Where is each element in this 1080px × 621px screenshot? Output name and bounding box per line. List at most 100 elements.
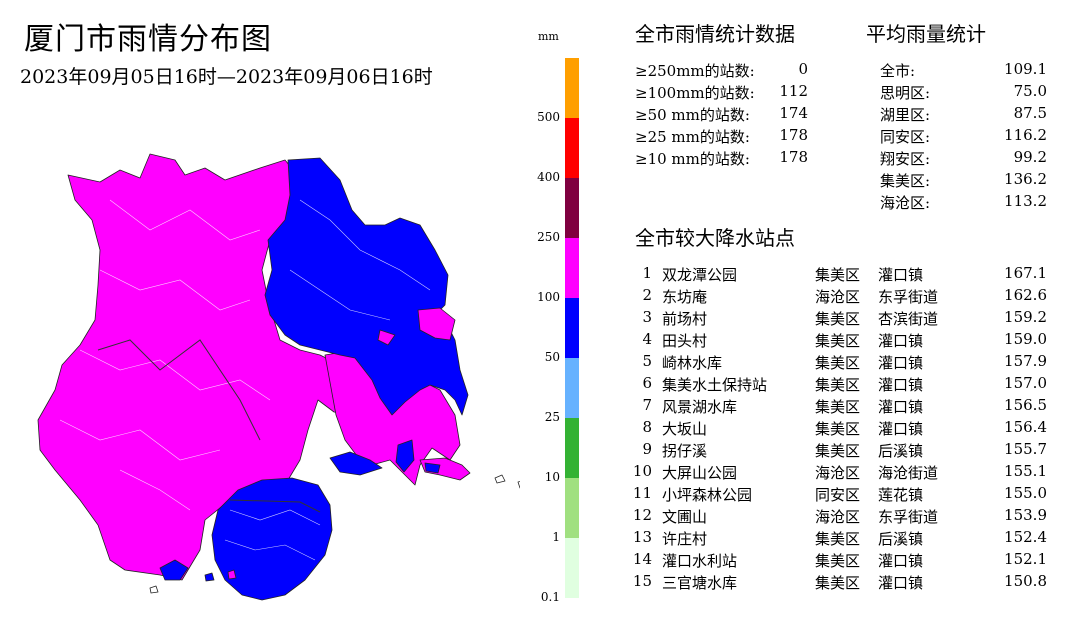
station-town: 灌口镇 <box>878 376 924 394</box>
avg-row-label: 海沧区: <box>880 194 931 212</box>
avg-row-label: 同安区: <box>880 128 931 146</box>
east-blue-patch-2 <box>395 439 415 473</box>
station-name: 前场村 <box>662 310 708 328</box>
stats-row-value: 178 <box>779 126 808 144</box>
station-name: 东坊庵 <box>662 288 708 306</box>
avg-row-value: 87.5 <box>1013 104 1047 122</box>
legend-tick-label: 100 <box>537 290 560 304</box>
station-value: 157.9 <box>1004 352 1047 370</box>
small-island-2 <box>494 474 506 484</box>
legend-tick-label: 0.1 <box>540 590 560 604</box>
legend-unit: mm <box>538 30 559 43</box>
station-value: 155.0 <box>1004 484 1047 502</box>
legend-tick-label: 50 <box>544 350 560 364</box>
tongan-magenta-patch-2 <box>377 329 396 346</box>
station-town: 灌口镇 <box>878 398 924 416</box>
station-value: 152.1 <box>1004 550 1047 568</box>
east-island-blue <box>424 462 441 474</box>
date-range: 2023年09月05日16时—2023年09月06日16时 <box>20 66 433 88</box>
station-value: 150.8 <box>1004 572 1047 590</box>
station-name: 集美水土保持站 <box>662 376 768 394</box>
station-town: 海沧街道 <box>878 464 939 482</box>
legend-color-block <box>565 358 579 418</box>
station-rank: 4 <box>642 330 652 348</box>
tongan-magenta-patch <box>417 307 456 341</box>
station-rank: 7 <box>642 396 652 414</box>
station-name: 拐仔溪 <box>662 442 708 460</box>
station-value: 157.0 <box>1004 374 1047 392</box>
gulangyu-island <box>159 559 189 581</box>
legend-tick-label: 10 <box>544 470 560 484</box>
avg-heading: 平均雨量统计 <box>866 22 986 46</box>
stats-row-value: 0 <box>798 60 808 78</box>
stations-heading: 全市较大降水站点 <box>635 226 795 250</box>
station-rank: 8 <box>642 418 652 436</box>
stats-row-label: ≥25 mm的站数: <box>635 128 750 146</box>
station-town: 后溪镇 <box>878 442 924 460</box>
legend-color-block <box>565 238 579 298</box>
legend-tick-label: 1 <box>552 530 560 544</box>
station-district: 集美区 <box>815 376 861 394</box>
station-rank: 11 <box>632 484 652 502</box>
legend-color-block <box>565 538 579 598</box>
station-value: 156.4 <box>1004 418 1047 436</box>
legend-color-block <box>565 118 579 178</box>
station-district: 同安区 <box>815 486 861 504</box>
station-value: 162.6 <box>1004 286 1047 304</box>
avg-row-value: 99.2 <box>1013 148 1047 166</box>
station-district: 海沧区 <box>815 288 861 306</box>
station-rank: 2 <box>642 286 652 304</box>
stats-row-label: ≥250mm的站数: <box>635 62 755 80</box>
station-rank: 13 <box>632 528 652 546</box>
station-rank: 14 <box>632 550 652 568</box>
station-town: 灌口镇 <box>878 420 924 438</box>
avg-row-value: 109.1 <box>1004 60 1047 78</box>
station-value: 159.2 <box>1004 308 1047 326</box>
station-name: 许庄村 <box>662 530 708 548</box>
station-name: 风景湖水库 <box>662 398 738 416</box>
avg-row-label: 湖里区: <box>880 106 931 124</box>
station-name: 文圃山 <box>662 508 708 526</box>
station-town: 东孚街道 <box>878 508 939 526</box>
avg-row-label: 集美区: <box>880 172 931 190</box>
station-district: 海沧区 <box>815 508 861 526</box>
legend-color-block <box>565 58 579 118</box>
station-rank: 15 <box>632 572 652 590</box>
map-title: 厦门市雨情分布图 <box>24 22 272 57</box>
station-name: 灌口水利站 <box>662 552 738 570</box>
station-rank: 6 <box>642 374 652 392</box>
avg-row-value: 75.0 <box>1013 82 1047 100</box>
legend-tick-label: 25 <box>544 410 560 424</box>
station-town: 灌口镇 <box>878 574 924 592</box>
small-island-3 <box>517 481 520 489</box>
legend-tick-label: 250 <box>537 230 560 244</box>
north-blue-region <box>264 157 469 416</box>
small-island-4 <box>149 585 159 594</box>
station-name: 小坪森林公园 <box>662 486 753 504</box>
east-blue-patch <box>329 451 383 476</box>
small-island-magenta <box>227 569 237 580</box>
station-name: 大坂山 <box>662 420 708 438</box>
small-island-1 <box>204 572 215 582</box>
station-town: 杏滨街道 <box>878 310 939 328</box>
legend-tick-label: 400 <box>537 170 560 184</box>
stats-row-value: 178 <box>779 148 808 166</box>
station-district: 集美区 <box>815 398 861 416</box>
station-rank: 12 <box>632 506 652 524</box>
station-district: 集美区 <box>815 552 861 570</box>
station-rank: 10 <box>632 462 652 480</box>
station-rank: 1 <box>642 264 652 282</box>
stats-row-label: ≥50 mm的站数: <box>635 106 750 124</box>
station-name: 三官塘水库 <box>662 574 738 592</box>
avg-row-value: 113.2 <box>1004 192 1047 210</box>
station-name: 双龙潭公园 <box>662 266 738 284</box>
station-value: 152.4 <box>1004 528 1047 546</box>
east-island-magenta <box>419 457 471 481</box>
station-value: 156.5 <box>1004 396 1047 414</box>
station-value: 159.0 <box>1004 330 1047 348</box>
avg-row-label: 翔安区: <box>880 150 931 168</box>
station-value: 155.1 <box>1004 462 1047 480</box>
station-district: 集美区 <box>815 332 861 350</box>
station-district: 集美区 <box>815 266 861 284</box>
station-town: 灌口镇 <box>878 552 924 570</box>
